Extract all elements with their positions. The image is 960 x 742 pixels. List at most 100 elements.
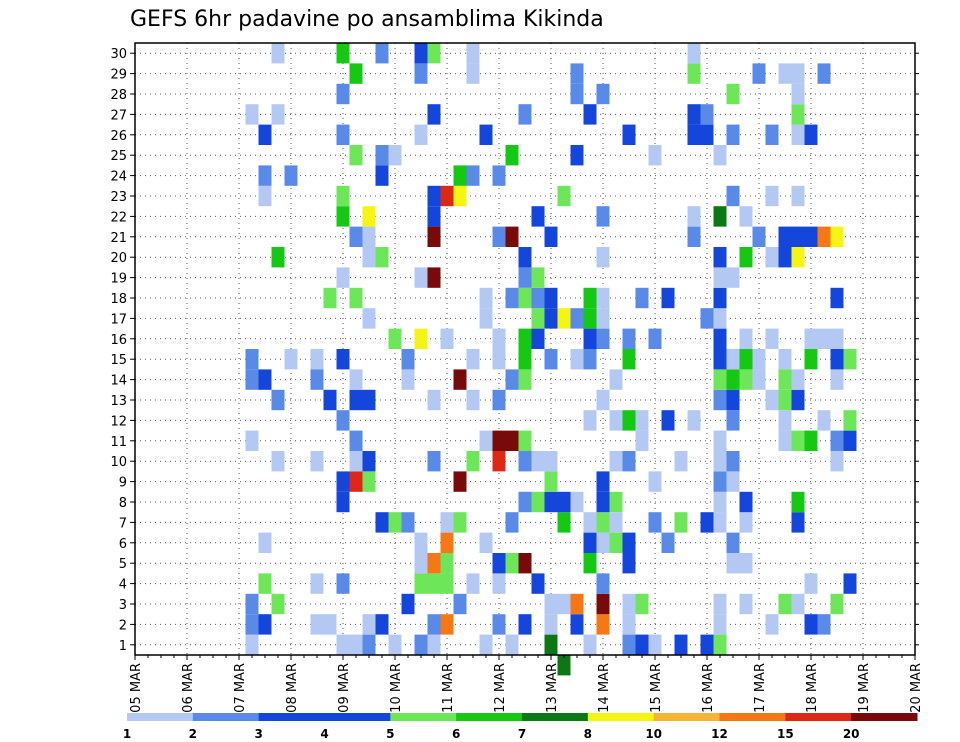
- heatmap-cell: [557, 491, 571, 513]
- heatmap-cell: [336, 471, 350, 492]
- colorbar-segment: [127, 713, 194, 721]
- heatmap-cell: [440, 573, 454, 594]
- heatmap-cell: [505, 145, 519, 166]
- heatmap-cell: [336, 410, 350, 431]
- heatmap-cell: [427, 614, 441, 635]
- y-tick-label: 26: [110, 129, 127, 144]
- heatmap-cell: [739, 593, 753, 615]
- heatmap-cell: [713, 349, 727, 370]
- heatmap-cell: [713, 614, 727, 635]
- colorbar-segment: [324, 713, 391, 721]
- heatmap-cell: [336, 43, 350, 64]
- heatmap-cell: [791, 593, 805, 615]
- heatmap-cell: [479, 430, 493, 451]
- heatmap-cell: [765, 185, 779, 207]
- heatmap-cell: [466, 573, 480, 594]
- heatmap-cell: [531, 573, 545, 594]
- y-axis: 1234567891011121314151617181920212223242…: [110, 47, 919, 654]
- heatmap-cell: [518, 553, 532, 574]
- heatmap-cell: [570, 614, 584, 635]
- heatmap-cell: [791, 226, 805, 247]
- heatmap-cell: [674, 451, 688, 472]
- x-tick-label: 14 MAR: [597, 663, 612, 713]
- heatmap-cell: [583, 328, 597, 349]
- heatmap-cell: [804, 430, 818, 451]
- heatmap-cell: [505, 512, 519, 533]
- heatmap-cell: [596, 287, 610, 309]
- heatmap-cell: [635, 287, 649, 309]
- heatmap-cell: [362, 247, 376, 268]
- colorbar-segment: [851, 713, 918, 721]
- heatmap-cell: [570, 593, 584, 615]
- heatmap-cell: [349, 634, 363, 655]
- heatmap-cell: [596, 512, 610, 533]
- heatmap-cell: [778, 410, 792, 431]
- heatmap-cell: [765, 247, 779, 268]
- heatmap-cell: [336, 491, 350, 513]
- heatmap-cell: [466, 389, 480, 411]
- y-tick-label: 24: [110, 170, 127, 185]
- heatmap-cell: [427, 267, 441, 288]
- heatmap-cell: [687, 43, 701, 64]
- heatmap-cell: [622, 410, 636, 431]
- colorbar-segment: [258, 713, 325, 721]
- heatmap-cell: [518, 451, 532, 472]
- heatmap-cell: [778, 593, 792, 615]
- heatmap-cell: [830, 349, 844, 370]
- heatmap-cell: [726, 471, 740, 492]
- heatmap-cell: [817, 410, 831, 431]
- heatmap-cell: [505, 287, 519, 309]
- heatmap-cell: [635, 634, 649, 655]
- heatmap-cell: [726, 83, 740, 105]
- heatmap-cell: [271, 389, 285, 411]
- heatmap-cell: [726, 451, 740, 472]
- heatmap-cell: [583, 512, 597, 533]
- heatmap-cell: [440, 328, 454, 349]
- heatmap-cell: [583, 410, 597, 431]
- heatmap-cell: [453, 593, 467, 615]
- x-tick-label: 12 MAR: [493, 663, 508, 713]
- heatmap-cell: [726, 410, 740, 431]
- heatmap-cell: [375, 614, 389, 635]
- heatmap-cell: [414, 634, 428, 655]
- heatmap-cell: [544, 471, 558, 492]
- y-tick-label: 21: [110, 231, 127, 246]
- heatmap-cell: [492, 349, 506, 370]
- heatmap-cell: [427, 43, 441, 64]
- heatmap-cell: [713, 247, 727, 268]
- heatmap-cell: [427, 553, 441, 574]
- heatmap-cell: [583, 634, 597, 655]
- heatmap-cell: [713, 593, 727, 615]
- heatmap-cell: [557, 512, 571, 533]
- heatmap-cell: [492, 573, 506, 594]
- heatmap-cell: [726, 185, 740, 207]
- heatmap-cell: [739, 206, 753, 227]
- heatmap-cell: [362, 389, 376, 411]
- heatmap-cell: [622, 634, 636, 655]
- heatmap-cell: [362, 451, 376, 472]
- heatmap-cell: [310, 451, 324, 472]
- heatmap-cell: [531, 287, 545, 309]
- heatmap-cell: [336, 83, 350, 105]
- heatmap-cell: [388, 634, 402, 655]
- heatmap-cell: [570, 63, 584, 84]
- heatmap-cell: [791, 247, 805, 268]
- heatmap-cell: [531, 328, 545, 349]
- heatmap-cell: [401, 512, 415, 533]
- heatmap-cell: [622, 614, 636, 635]
- chart-title: GEFS 6hr padavine po ansamblima Kikinda: [130, 7, 604, 32]
- x-tick-label: 17 MAR: [753, 663, 768, 713]
- heatmap-cell: [271, 247, 285, 268]
- heatmap-cell: [466, 63, 480, 84]
- heatmap-cell: [349, 369, 363, 390]
- heatmap-cell: [258, 185, 272, 207]
- colorbar-segment: [587, 713, 655, 721]
- heatmap-cell: [791, 63, 805, 84]
- y-tick-label: 1: [119, 639, 127, 654]
- heatmap-cell: [752, 369, 766, 390]
- heatmap-cell: [596, 328, 610, 349]
- heatmap-cell: [700, 634, 714, 655]
- heatmap-cell: [336, 573, 350, 594]
- heatmap-cell: [648, 512, 662, 533]
- heatmap-cell: [778, 430, 792, 451]
